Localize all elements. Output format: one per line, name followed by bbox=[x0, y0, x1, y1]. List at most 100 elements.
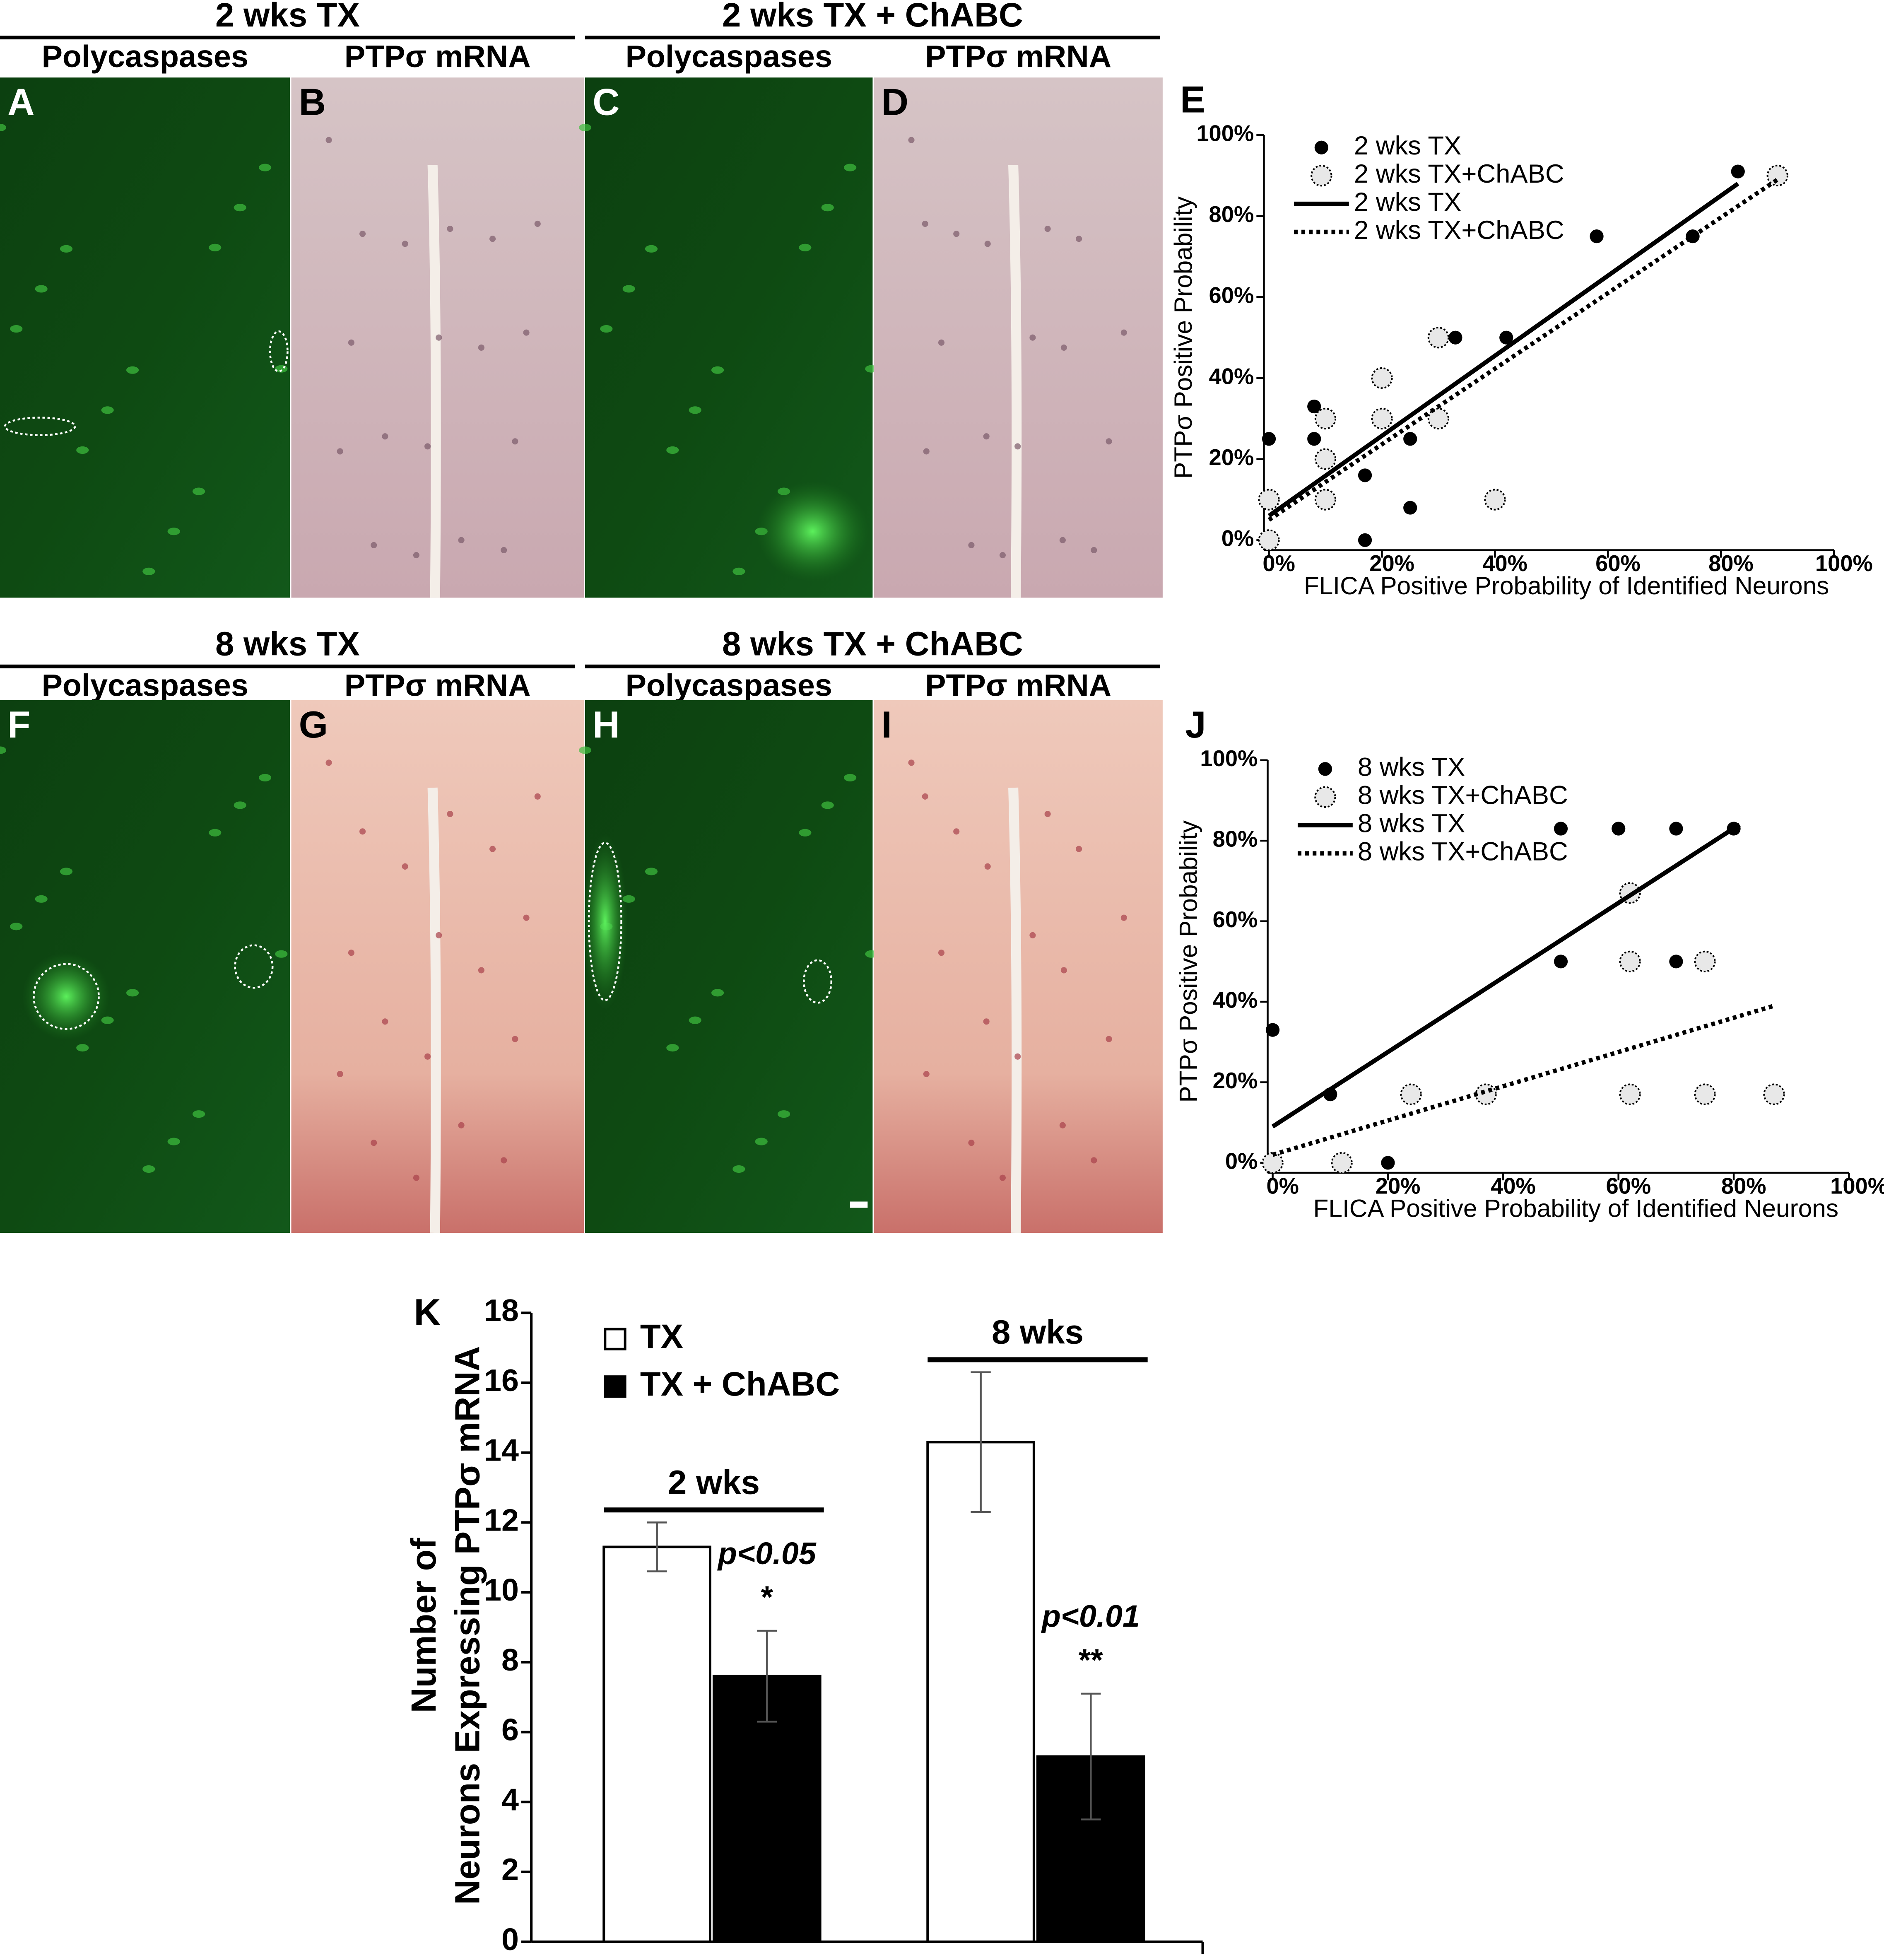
panel-letter: F bbox=[7, 704, 30, 746]
point bbox=[1403, 432, 1417, 446]
cell bbox=[447, 225, 453, 232]
cell bbox=[1120, 329, 1127, 336]
cell bbox=[689, 1016, 701, 1024]
legend-label: 8 wks TX bbox=[1358, 753, 1465, 782]
cell bbox=[35, 895, 48, 903]
cell bbox=[0, 123, 7, 132]
point-hollow bbox=[1475, 1083, 1497, 1105]
cell bbox=[489, 236, 496, 242]
point-hollow bbox=[1371, 407, 1393, 429]
point bbox=[1358, 533, 1372, 547]
cell bbox=[999, 552, 1006, 559]
cell bbox=[209, 243, 222, 251]
cell bbox=[478, 344, 484, 351]
group-title: 2 wks TX + ChABC bbox=[722, 0, 1023, 34]
cell bbox=[501, 1157, 507, 1164]
y-tick-label: 12 bbox=[484, 1502, 519, 1537]
cell bbox=[258, 774, 272, 782]
cell bbox=[1059, 537, 1066, 543]
cell bbox=[938, 950, 945, 956]
cell bbox=[348, 950, 354, 956]
legend-label: TX bbox=[640, 1318, 683, 1355]
error-bar bbox=[647, 1521, 667, 1572]
error-bar bbox=[757, 1630, 777, 1723]
point-hollow bbox=[1314, 407, 1337, 429]
significance: * bbox=[761, 1579, 773, 1614]
legend-swatch bbox=[604, 1328, 626, 1350]
point-hollow bbox=[1371, 367, 1393, 389]
point-hollow bbox=[1763, 1083, 1785, 1105]
cell bbox=[167, 1138, 180, 1145]
point bbox=[1554, 955, 1568, 969]
bar bbox=[602, 1545, 711, 1943]
panel-letter: J bbox=[1185, 704, 1206, 746]
cell bbox=[142, 1165, 155, 1173]
cell bbox=[578, 123, 592, 132]
point bbox=[1669, 955, 1683, 969]
point-hollow bbox=[1619, 1083, 1641, 1105]
point-hollow bbox=[1262, 1152, 1284, 1174]
y-axis-label: PTPσ Positive Probability bbox=[1169, 196, 1197, 479]
cell bbox=[1044, 810, 1051, 817]
cell bbox=[1029, 932, 1036, 938]
cell bbox=[436, 932, 442, 938]
cell bbox=[35, 285, 48, 293]
cell bbox=[999, 1174, 1006, 1181]
cell bbox=[76, 1044, 89, 1052]
region-outline bbox=[33, 963, 100, 1030]
cord-midline bbox=[427, 787, 441, 1233]
cell bbox=[371, 542, 377, 548]
cell bbox=[142, 567, 155, 575]
cell bbox=[984, 241, 991, 247]
panel-label: PTPσ mRNA bbox=[345, 668, 531, 703]
y-tick-label: 40% bbox=[1213, 987, 1258, 1013]
cell bbox=[666, 446, 679, 454]
region-outline bbox=[234, 944, 274, 989]
point bbox=[1358, 468, 1372, 482]
cell bbox=[645, 868, 658, 875]
cell bbox=[666, 1044, 679, 1052]
cell bbox=[337, 448, 343, 455]
cell bbox=[424, 443, 431, 450]
point-hollow bbox=[1694, 950, 1716, 972]
cell bbox=[923, 1070, 930, 1078]
cell bbox=[413, 552, 419, 559]
panel-letter: D bbox=[882, 82, 908, 123]
x-tick-label: 20% bbox=[1369, 551, 1414, 576]
cell bbox=[600, 325, 613, 333]
cord-midline bbox=[427, 165, 441, 598]
cell bbox=[382, 1018, 388, 1025]
legend-label: 8 wks TX+ChABC bbox=[1358, 781, 1568, 810]
point bbox=[1448, 330, 1462, 345]
legend-label: 8 wks TX bbox=[1358, 809, 1465, 838]
cell bbox=[908, 759, 915, 766]
group-label: 2 wks bbox=[668, 1463, 760, 1501]
x-axis-label: FLICA Positive Probability of Identified… bbox=[1313, 1194, 1838, 1222]
point-hollow bbox=[1619, 950, 1641, 972]
cell bbox=[512, 438, 518, 445]
cell bbox=[60, 868, 73, 875]
point-hollow bbox=[1314, 489, 1337, 511]
point bbox=[1669, 822, 1683, 836]
group-label: 8 wks bbox=[992, 1314, 1084, 1351]
cell bbox=[821, 801, 834, 809]
legend-label: 2 wks TX+ChABC bbox=[1354, 159, 1564, 188]
y-axis-label: Number of bbox=[404, 1538, 443, 1713]
point bbox=[1612, 822, 1626, 836]
cell bbox=[799, 243, 812, 251]
cell bbox=[402, 863, 408, 870]
panel-label: PTPσ mRNA bbox=[925, 668, 1111, 703]
legend-marker bbox=[1318, 762, 1332, 776]
error-bar bbox=[971, 1371, 991, 1513]
cell bbox=[234, 204, 246, 212]
group-title: 2 wks TX bbox=[215, 0, 360, 34]
fluorescence-image bbox=[0, 77, 290, 598]
cell bbox=[732, 567, 745, 575]
fit-line bbox=[1272, 1003, 1775, 1157]
panel-letter: C bbox=[593, 82, 619, 123]
region-outline bbox=[803, 959, 833, 1004]
glow bbox=[756, 481, 869, 581]
cell bbox=[325, 137, 332, 143]
y-tick-label: 0% bbox=[1221, 526, 1254, 551]
cell bbox=[413, 1174, 419, 1181]
